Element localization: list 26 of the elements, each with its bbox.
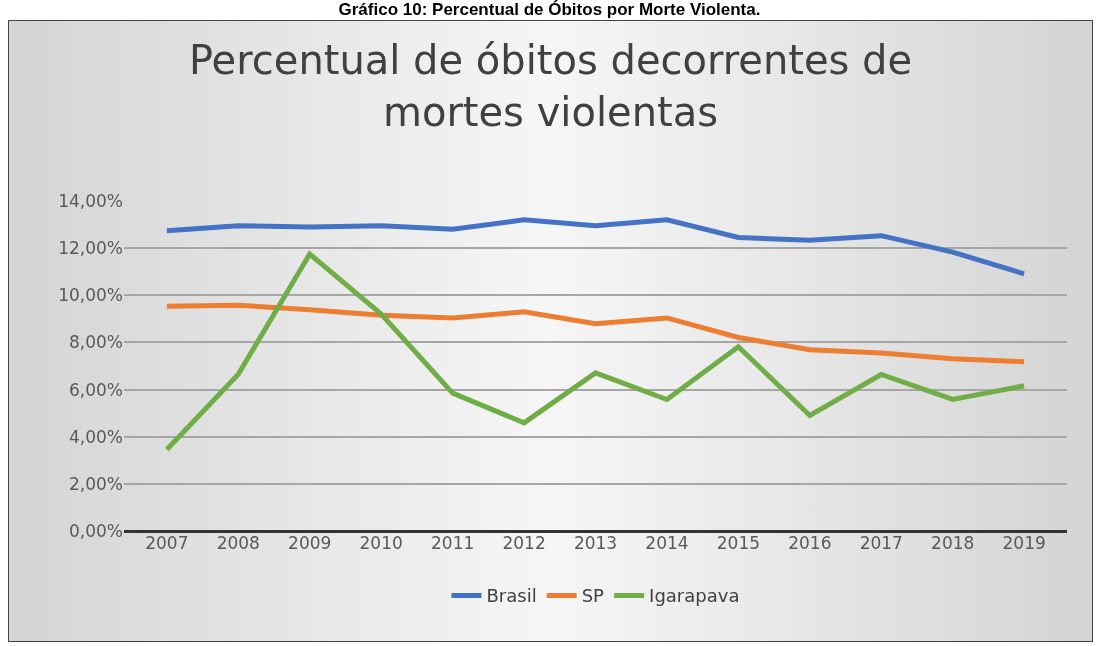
y-tick-label: 8,00% bbox=[68, 332, 123, 353]
chart-title: Percentual de óbitos decorrentes de mortes violentas bbox=[188, 36, 913, 135]
x-tick-label: 2010 bbox=[359, 533, 403, 553]
legend-label: Brasil bbox=[486, 585, 537, 607]
y-tick-label: 12,00% bbox=[58, 238, 123, 259]
x-tick-label: 2018 bbox=[931, 533, 975, 553]
x-tick-label: 2015 bbox=[716, 533, 761, 553]
x-tick-label: 2007 bbox=[145, 533, 189, 553]
y-tick-label: 4,00% bbox=[68, 426, 123, 447]
y-tick-label: 10,00% bbox=[58, 285, 123, 306]
x-tick-label: 2014 bbox=[645, 533, 689, 553]
y-tick-label: 14,00% bbox=[58, 190, 123, 211]
legend-label: SP bbox=[581, 585, 605, 607]
text: Gráfico 10: Percentual de Óbitos por Morte Violenta. bbox=[337, 0, 762, 20]
x-tick-label: 2009 bbox=[288, 533, 332, 553]
y-tick-label: 0,00% bbox=[68, 520, 123, 541]
x-tick-label: 2013 bbox=[573, 533, 618, 553]
y-tick-label: 6,00% bbox=[68, 379, 123, 400]
y-tick-label: 2,00% bbox=[68, 473, 123, 494]
x-tick-label: 2017 bbox=[859, 533, 903, 553]
x-tick-label: 2012 bbox=[502, 533, 546, 553]
x-tick-label: 2008 bbox=[216, 533, 260, 553]
x-tick-label: 2011 bbox=[430, 533, 475, 553]
legend-label: Igarapava bbox=[649, 585, 740, 607]
x-tick-label: 2019 bbox=[1002, 533, 1046, 553]
x-tick-label: 2016 bbox=[788, 533, 832, 553]
